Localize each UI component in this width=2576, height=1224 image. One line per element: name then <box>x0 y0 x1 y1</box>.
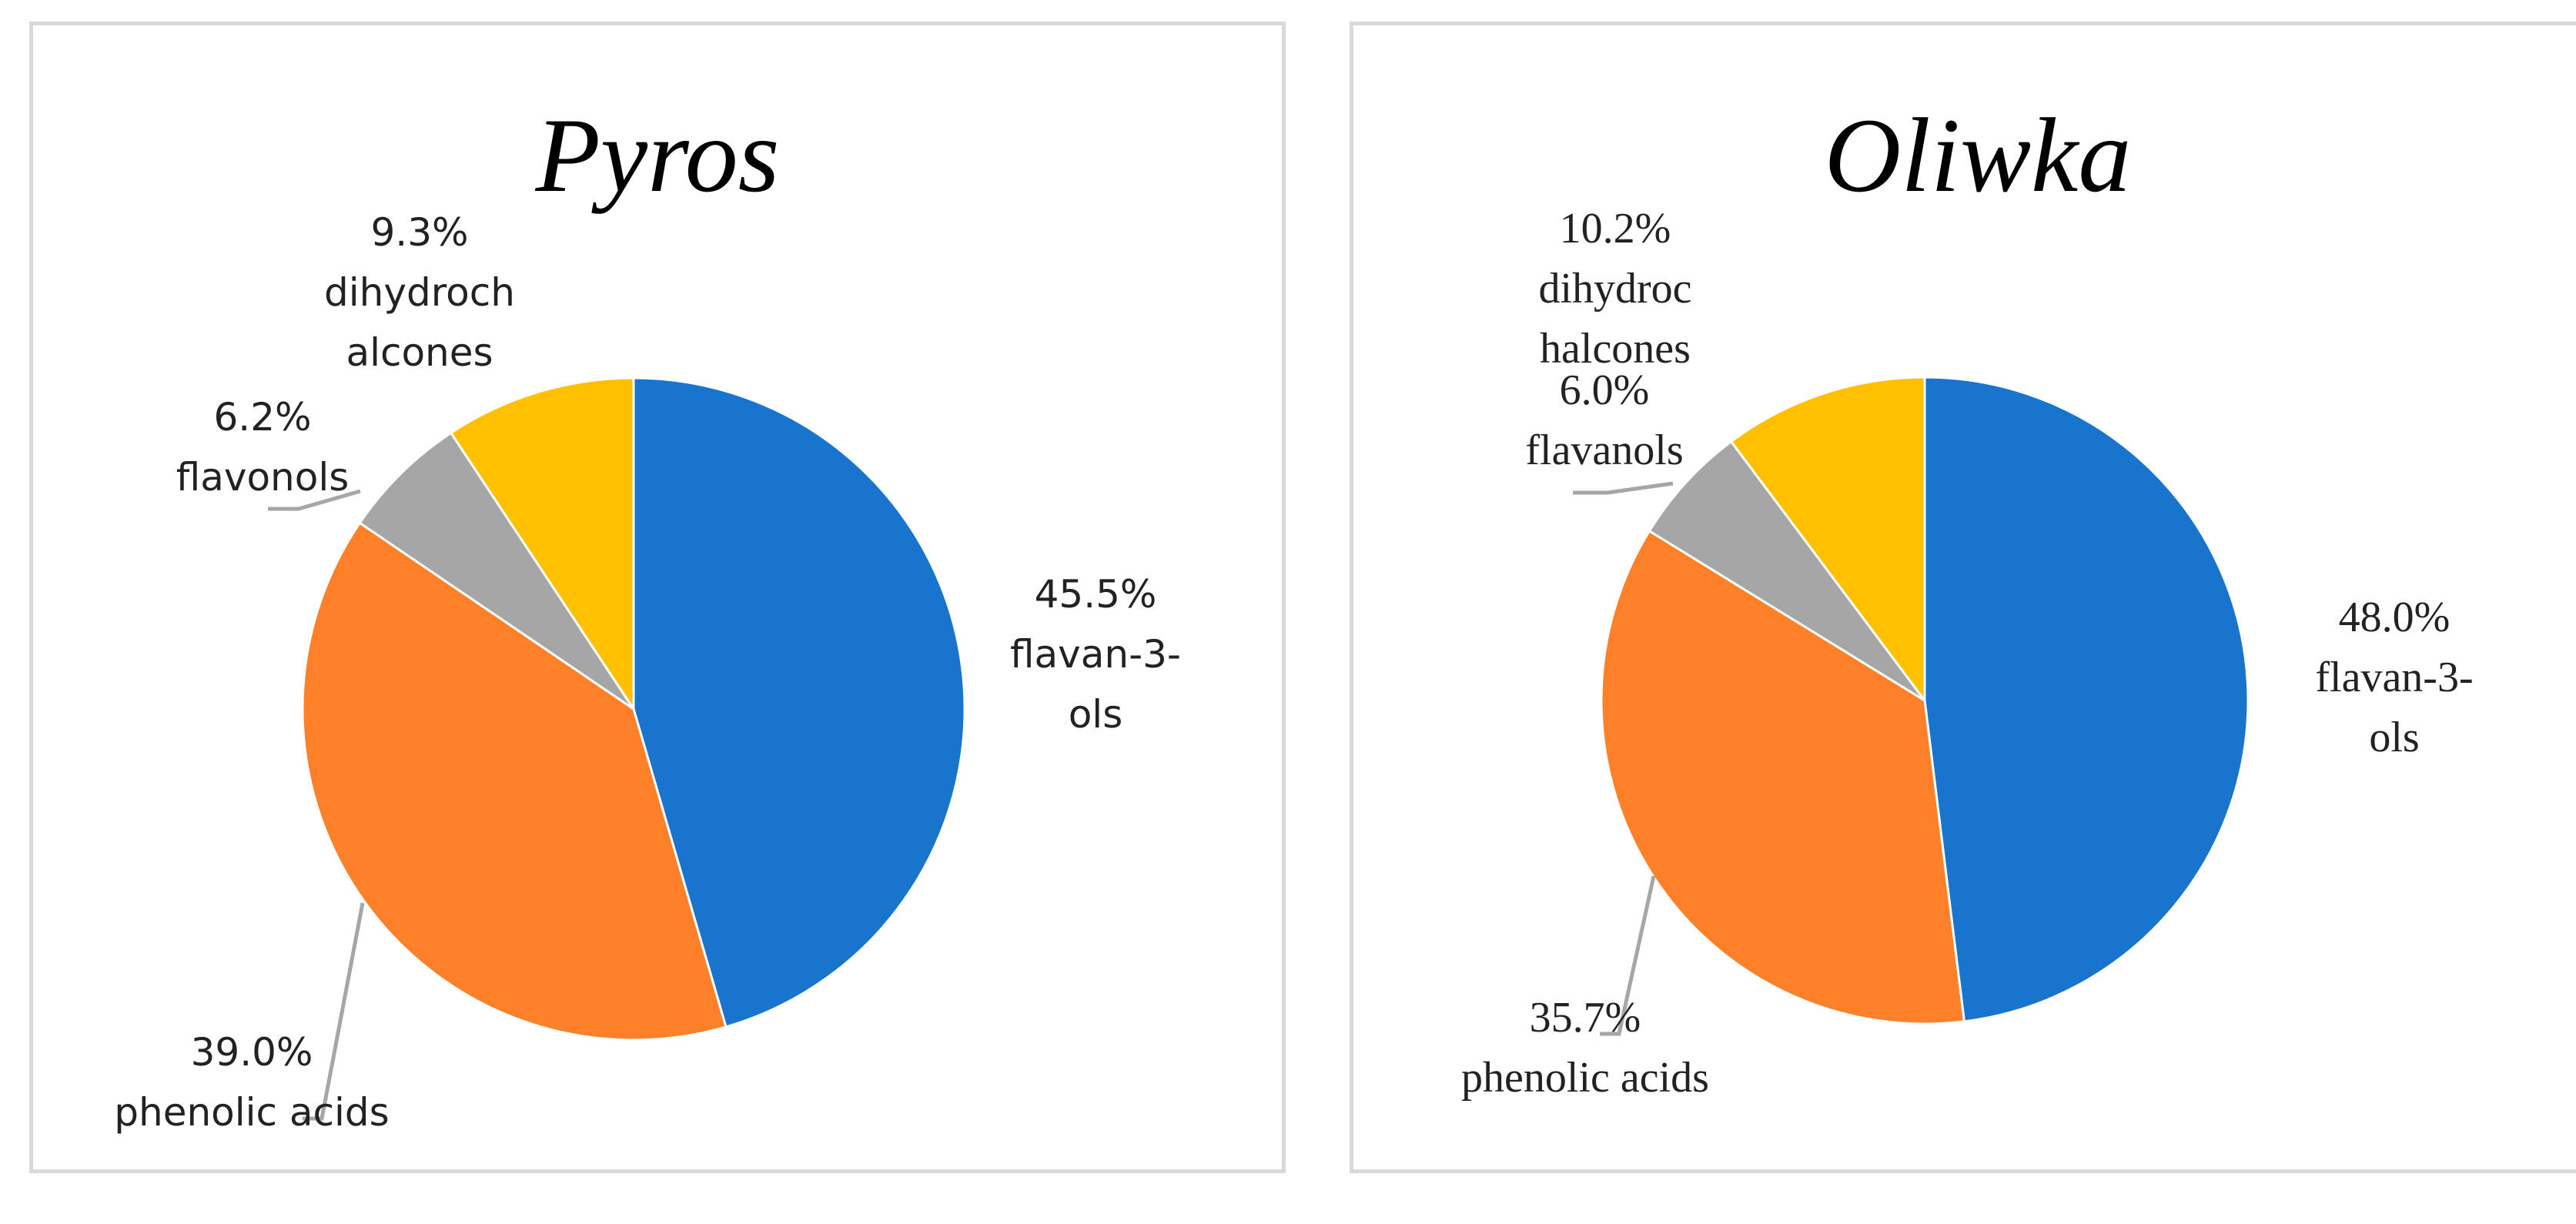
data-label-percent: 6.0% <box>1559 366 1650 414</box>
data-label-percent: 48.0% <box>2338 594 2451 641</box>
data-label-category: flavanols <box>1525 426 1684 474</box>
pie-chart-panel-pyros: Pyros 45.5% flavan-3- ols 39.0% phenolic aci… <box>29 22 1286 1173</box>
data-label-percent: 39.0% <box>190 1030 313 1075</box>
pie-slice-flavan-3-ols <box>1923 376 2250 1023</box>
data-label-category: dihydroch <box>324 270 515 315</box>
data-label-category: dihydroc <box>1538 265 1692 313</box>
data-label-category: alcones <box>346 330 493 375</box>
data-label-category: ols <box>2369 714 2420 761</box>
data-label-category: ols <box>1068 692 1123 737</box>
data-label-phenolic-acids: 35.7% phenolic acids <box>1423 988 1747 1108</box>
data-label-percent: 9.3% <box>370 210 469 255</box>
pie-slice-phenolic-acids <box>1600 529 1966 1025</box>
pie-slice-dihydrochalcones <box>1729 376 1926 704</box>
data-label-category: halcones <box>1540 325 1691 373</box>
chart-title: Pyros <box>535 96 780 214</box>
data-label-flavan-3-ols: 45.5% flavan-3- ols <box>934 564 1257 744</box>
chart-title: Oliwka <box>1824 96 2132 214</box>
pie-slice-flavan-3-ols <box>632 376 966 1028</box>
data-label-percent: 6.2% <box>213 395 312 440</box>
pie-chart-panel-oliwka: Oliwka 48.0% flavan-3- ols 35.7% phenolic ac… <box>1350 22 2576 1173</box>
data-label-category: flavonols <box>176 455 350 500</box>
data-label-category: phenolic acids <box>114 1090 390 1135</box>
data-label-category: flavan-3- <box>1010 632 1181 677</box>
pie-slice-phenolic-acids <box>301 521 728 1042</box>
data-label-flavonols: 6.2% flavonols <box>101 387 424 507</box>
data-label-dihydrochalcones: 9.3% dihydroch alcones <box>258 202 581 383</box>
pie-chart-pyros <box>268 376 966 1121</box>
data-label-dihydrochalcones: 10.2% dihydroc halcones <box>1454 199 1777 379</box>
leader-line <box>303 902 365 1121</box>
leader-line <box>1573 481 1674 495</box>
data-label-category: phenolic acids <box>1461 1054 1709 1102</box>
data-label-percent: 45.5% <box>1034 572 1157 617</box>
data-label-category: flavan-3- <box>2315 654 2474 701</box>
data-label-phenolic-acids: 39.0% phenolic acids <box>90 1022 413 1142</box>
pie-slice-dihydrochalcones <box>449 376 635 713</box>
leader-line <box>268 489 361 511</box>
pie-chart-oliwka <box>1573 376 2250 1036</box>
leader-line <box>1600 875 1656 1036</box>
pie-slice-flavanols <box>1648 440 1926 702</box>
data-label-flavanols: 6.0% flavanols <box>1443 360 1766 480</box>
data-label-flavan-3-ols: 48.0% flavan-3- ols <box>2233 587 2556 768</box>
pie-slice-flavonols <box>358 431 635 711</box>
data-label-percent: 10.2% <box>1559 205 1671 252</box>
data-label-percent: 35.7% <box>1529 994 1641 1042</box>
